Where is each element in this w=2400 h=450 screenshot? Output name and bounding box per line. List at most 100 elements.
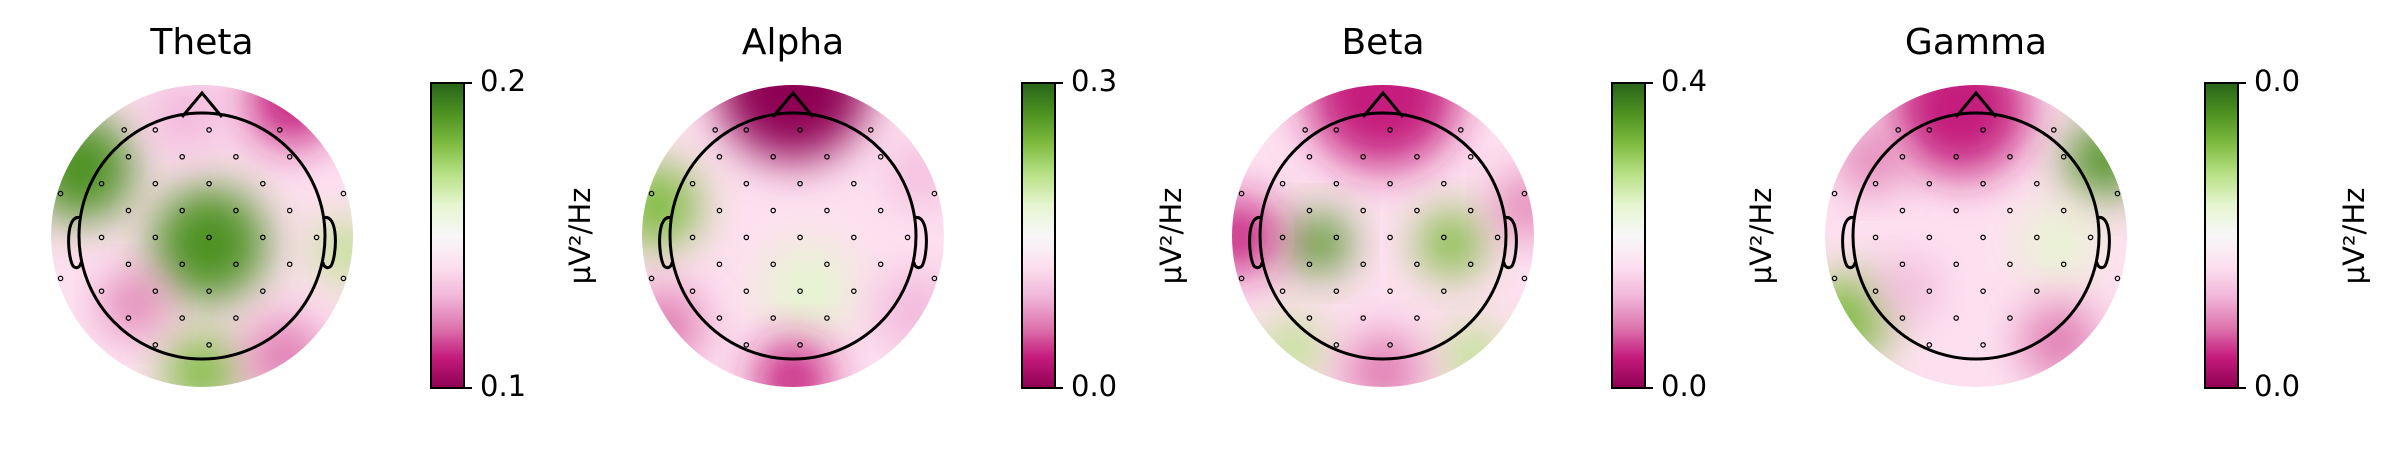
colorbar — [2204, 82, 2239, 389]
sensor — [1980, 127, 1986, 133]
panel: Theta 0.1 0.2 µV²/Hz — [51, 22, 597, 403]
sensor — [716, 153, 723, 160]
topomap-region — [1417, 210, 1485, 277]
sensor — [851, 234, 857, 241]
sensor — [2034, 234, 2040, 241]
colorbar-tick-label: 0.0 — [2254, 369, 2300, 403]
sensor — [57, 275, 64, 282]
sensor — [2007, 207, 2013, 214]
sensor — [877, 153, 884, 160]
colorbar-tick-label: 0.3 — [1071, 64, 1117, 98]
topomap-region — [2021, 303, 2097, 380]
sensor — [1872, 234, 1879, 241]
sensor — [2050, 127, 2057, 133]
sensor — [206, 234, 212, 241]
sensor — [152, 127, 159, 133]
sensor — [2007, 153, 2013, 160]
panel: Gamma 0.0 0.0 µV²/Hz — [1825, 22, 2371, 403]
colorbar-label: µV²/Hz — [2337, 188, 2371, 285]
sensor — [1899, 261, 1906, 268]
sensor — [2034, 180, 2040, 187]
sensor — [1387, 180, 1393, 187]
sensor — [1872, 288, 1879, 294]
sensor — [1387, 127, 1393, 133]
sensor — [904, 234, 911, 241]
sensor — [1899, 315, 1906, 321]
sensor — [716, 207, 723, 214]
sensor — [260, 288, 266, 294]
head — [1851, 111, 2101, 361]
head — [668, 111, 918, 361]
sensor — [125, 207, 132, 214]
sensor — [770, 261, 776, 268]
sensor — [689, 288, 696, 294]
sensor — [125, 153, 132, 160]
colorbar-tick-label: 0.0 — [2254, 64, 2300, 98]
topomap-region — [1345, 334, 1421, 387]
sensor — [712, 127, 719, 133]
sensor — [1467, 153, 1474, 160]
topomap-region — [642, 288, 703, 365]
sensor — [1953, 261, 1959, 268]
sensor — [1467, 261, 1474, 268]
sensor — [340, 190, 347, 197]
sensor — [1414, 207, 1420, 214]
sensor — [2114, 275, 2121, 282]
topomap-region — [876, 273, 944, 350]
sensor — [206, 127, 212, 133]
sensor — [1414, 261, 1420, 268]
panel: Alpha 0.0 0.3 µV²/Hz — [642, 22, 1188, 403]
sensor — [824, 261, 830, 268]
sensor — [1926, 127, 1933, 133]
sensor — [716, 315, 723, 321]
sensor — [851, 180, 857, 187]
sensor — [1926, 234, 1933, 241]
sensor — [1441, 234, 1447, 241]
sensor — [1926, 288, 1933, 294]
nose — [771, 90, 815, 118]
sensor — [1494, 234, 1501, 241]
left-ear — [1248, 216, 1264, 270]
sensor — [743, 342, 750, 348]
sensor — [152, 234, 159, 241]
panel-title: Theta — [149, 22, 253, 63]
topomap-region — [1262, 319, 1323, 380]
sensor — [1387, 342, 1393, 348]
colorbar — [1611, 82, 1646, 389]
sensor — [1926, 342, 1933, 348]
head — [1258, 111, 1508, 361]
sensor — [1360, 315, 1366, 321]
panel-title: Beta — [1341, 22, 1424, 63]
sensor — [1953, 315, 1959, 321]
sensor — [1333, 127, 1340, 133]
sensor — [770, 207, 776, 214]
topomap-region — [1443, 326, 1504, 387]
sensor — [1441, 288, 1447, 294]
sensor — [867, 127, 874, 133]
topomap-region — [717, 85, 869, 161]
sensor — [851, 288, 857, 294]
sensor — [1899, 207, 1906, 214]
sensor — [1387, 288, 1393, 294]
sensor — [797, 180, 803, 187]
sensor — [206, 180, 212, 187]
topomap-region — [1289, 213, 1350, 274]
sensor — [1302, 127, 1309, 133]
sensor — [1306, 207, 1313, 214]
sensor — [179, 315, 185, 321]
sensor — [797, 234, 803, 241]
sensor — [206, 342, 212, 348]
sensor — [179, 153, 185, 160]
topomap — [642, 85, 944, 387]
colorbar-tick-label: 0.1 — [480, 369, 526, 403]
sensor — [824, 153, 830, 160]
right-ear — [321, 216, 337, 270]
sensor — [1899, 153, 1906, 160]
topomap-region — [51, 115, 135, 221]
topomap-region — [247, 85, 338, 146]
sensor — [716, 261, 723, 268]
topomap-region — [1877, 258, 1939, 320]
head-outline — [1841, 90, 2111, 361]
sensor — [260, 234, 266, 241]
sensor — [1306, 261, 1313, 268]
